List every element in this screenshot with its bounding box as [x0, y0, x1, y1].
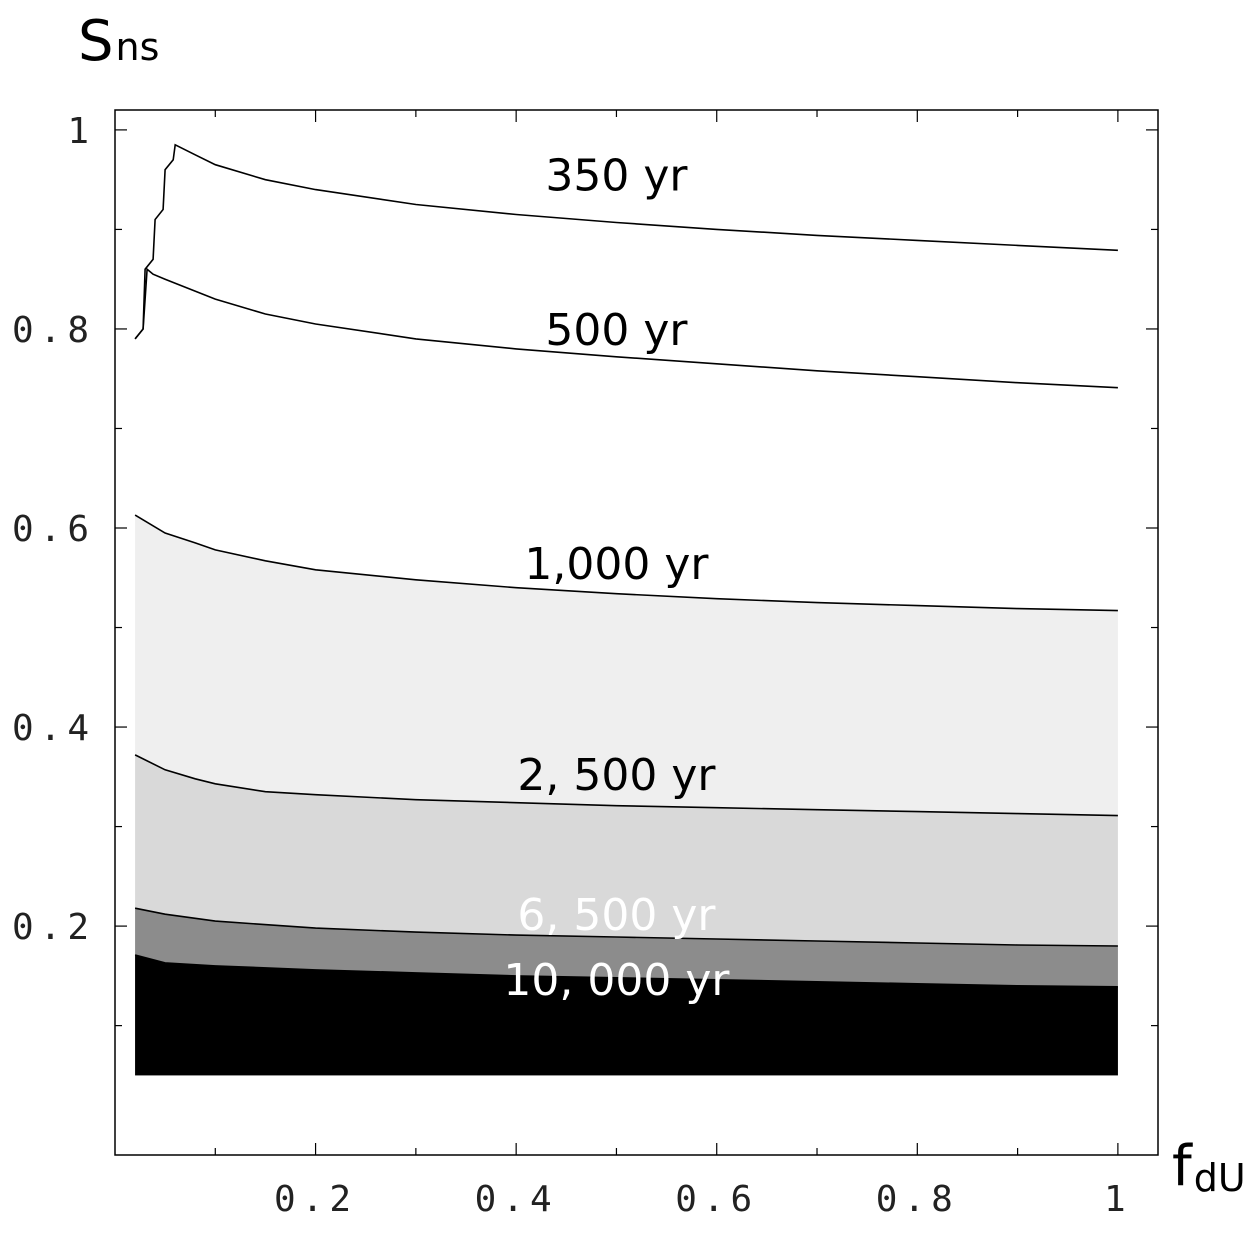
- contour-line-2: [134, 267, 1118, 389]
- y-tick-label: 1: [67, 111, 95, 152]
- contour-line-5: [134, 907, 1118, 947]
- y-axis-title-main: S: [78, 9, 114, 74]
- tick-labels: 0.2 0.4 0.6 0.8 1 0.2 0.4 0.6 0.8 1: [12, 111, 1132, 1220]
- x-tick-label: 0.6: [675, 1179, 758, 1220]
- contour-lines: [134, 143, 1118, 988]
- contour-label-3: 1,000 yr: [524, 539, 709, 590]
- contour-label-5: 6, 500 yr: [517, 890, 716, 941]
- x-tick-label: 0.2: [274, 1179, 357, 1220]
- y-tick-label: 0.2: [12, 907, 95, 948]
- plot-frame: [114, 109, 1159, 1156]
- contour-fills: [135, 129, 1118, 1076]
- contour-label-2: 500 yr: [545, 305, 688, 356]
- x-tick-label: 0.4: [475, 1179, 558, 1220]
- contour-band-6: [135, 955, 1118, 1076]
- contour-label-6: 10, 000 yr: [503, 955, 730, 1006]
- y-tick-label: 0.6: [12, 509, 95, 550]
- y-tick-label: 0.4: [12, 708, 95, 749]
- x-axis-title: fdU: [1172, 1134, 1246, 1200]
- contour-label-1: 350 yr: [545, 151, 688, 202]
- x-tick-label: 0.8: [876, 1179, 959, 1220]
- y-tick-label: 0.8: [12, 310, 95, 351]
- contour-line-1: [134, 143, 1118, 340]
- x-tick-label: 1: [1104, 1179, 1132, 1220]
- y-axis-title: Sns: [78, 9, 159, 74]
- contour-line-6: [134, 954, 1118, 988]
- contour-labels: 350 yr 500 yr 1,000 yr 2, 500 yr 6, 500 yr 10…: [503, 151, 730, 1006]
- axis-ticks: [115, 110, 1158, 1155]
- contour-line-3: [134, 514, 1118, 612]
- contour-line-4: [134, 754, 1118, 817]
- contour-label-4: 2, 500 yr: [517, 750, 716, 801]
- y-axis-title-sub: ns: [116, 25, 160, 69]
- x-axis-title-sub: dU: [1194, 1156, 1246, 1200]
- x-axis-title-main: f: [1172, 1134, 1193, 1199]
